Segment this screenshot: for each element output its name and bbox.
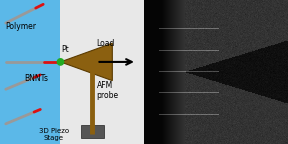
Text: AFM
probe: AFM probe	[96, 81, 119, 100]
Text: Pt: Pt	[61, 45, 69, 54]
Polygon shape	[60, 43, 112, 81]
Text: 3D Piezo
Stage: 3D Piezo Stage	[39, 128, 69, 141]
Bar	[0, 0, 60, 144]
Bar	[81, 125, 104, 138]
Text: Load: Load	[96, 39, 115, 48]
Text: BNNTs: BNNTs	[24, 74, 48, 83]
Circle shape	[57, 59, 64, 65]
Text: Polymer: Polymer	[5, 22, 36, 31]
